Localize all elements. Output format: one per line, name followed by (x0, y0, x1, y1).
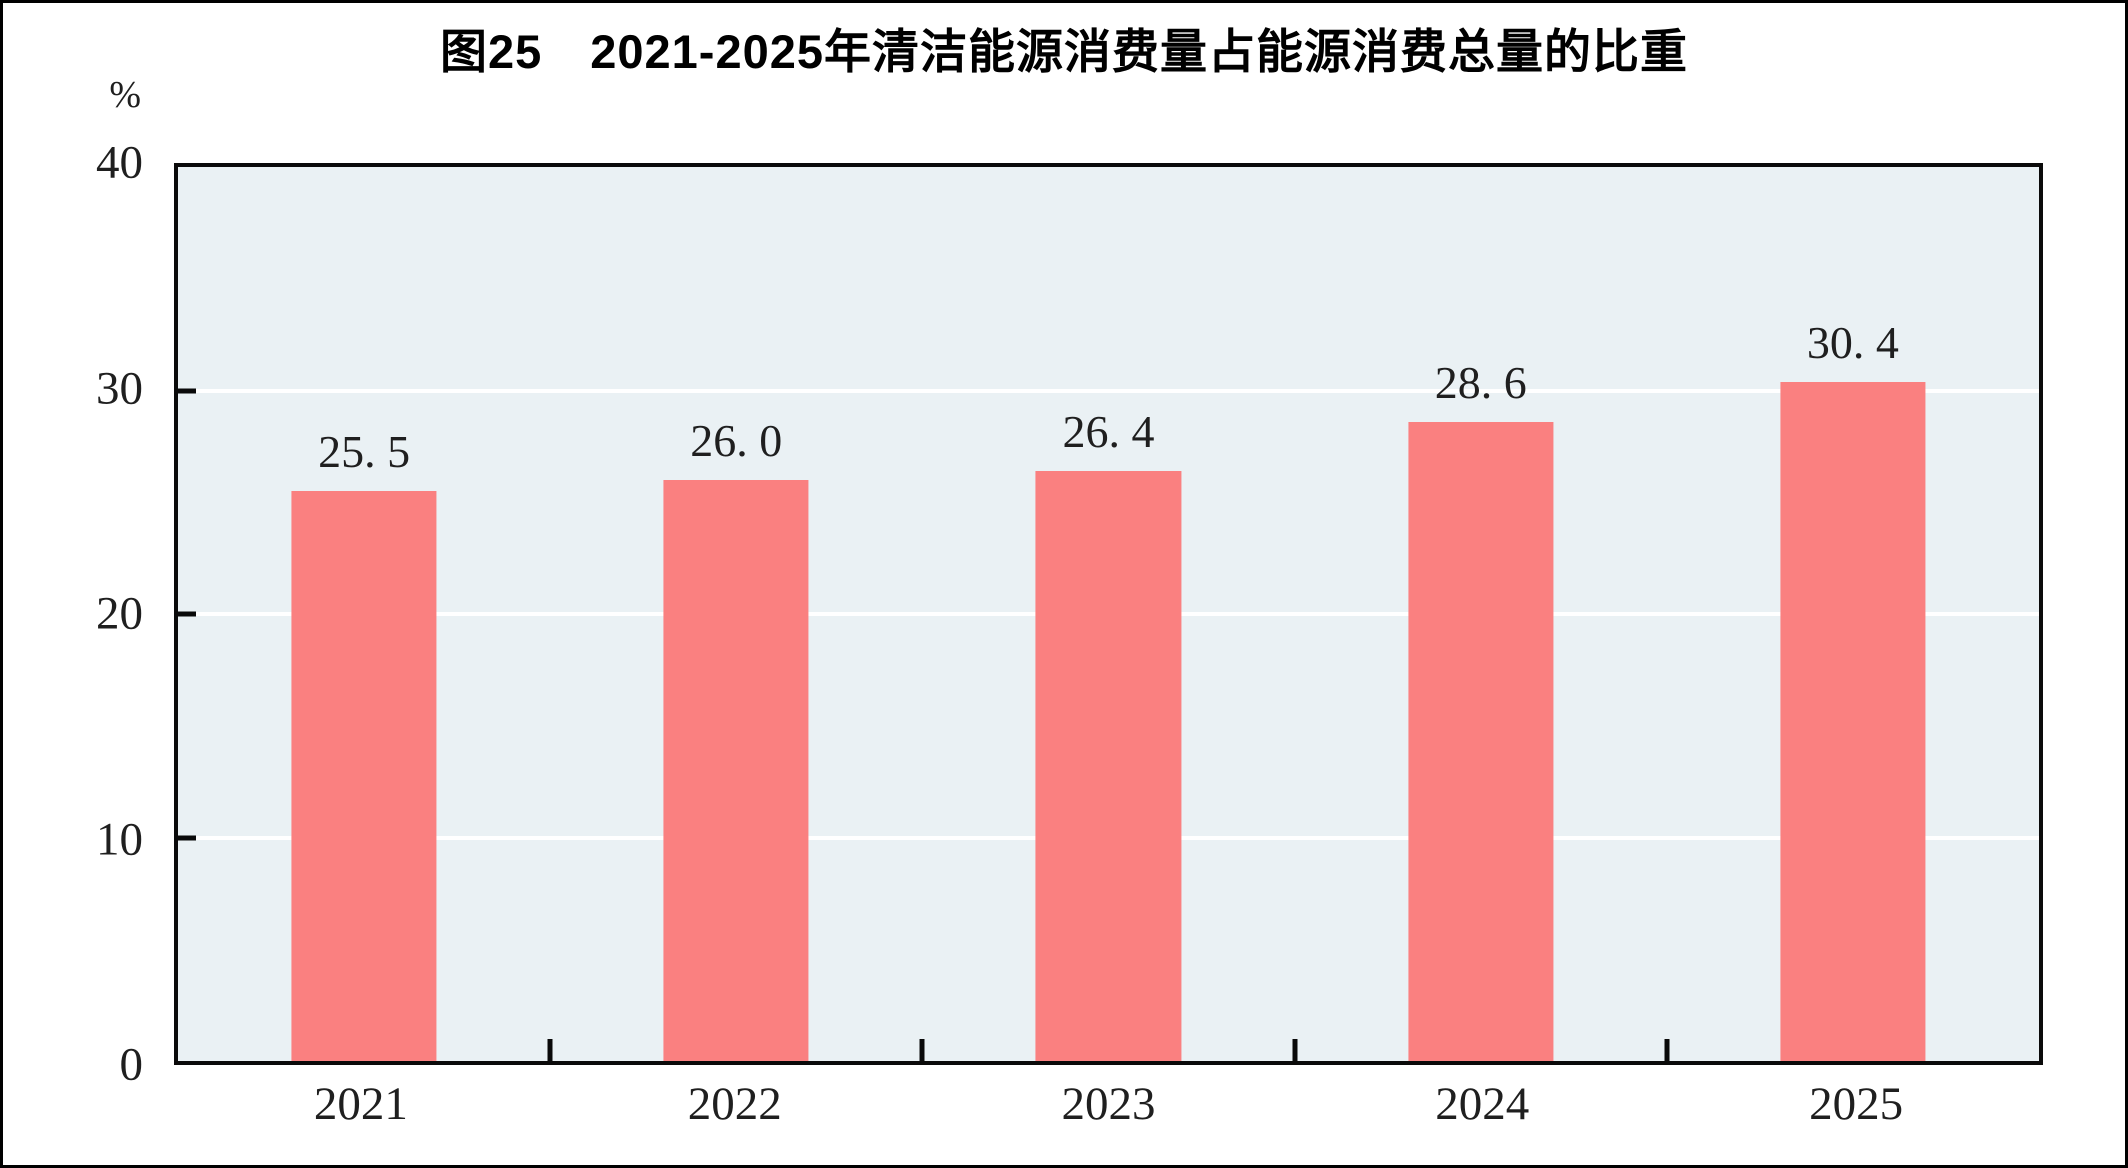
chart-title: 图25 2021-2025年清洁能源消费量占能源消费总量的比重 (439, 25, 1689, 78)
bar-2021 (291, 491, 437, 1061)
bar-value-label-2025: 30. 4 (1806, 316, 1899, 368)
x-axis-tick-boundary-1 (547, 1039, 553, 1061)
bar-2023 (1035, 470, 1182, 1061)
bar-2022 (663, 479, 809, 1061)
y-axis-tick-30 (178, 388, 196, 393)
y-axis-label-10: 10 (96, 813, 143, 865)
x-axis-label-2023: 2023 (1061, 1078, 1156, 1130)
bar-2024 (1408, 421, 1554, 1061)
gridline-30 (178, 388, 2039, 393)
y-axis-label-30: 30 (96, 362, 143, 414)
bar-group-2025: 30. 4 (1667, 167, 2039, 1061)
y-axis-label-0: 0 (119, 1038, 144, 1091)
bar-group-2022: 26. 0 (550, 167, 922, 1061)
bar-group-2024: 28. 6 (1295, 167, 1667, 1061)
y-axis-label-20: 20 (96, 587, 143, 640)
bar-value-label-2023: 26. 4 (1062, 405, 1155, 457)
x-axis-tick-boundary-2 (919, 1039, 925, 1061)
y-axis-label-40: 40 (96, 136, 143, 189)
x-axis-label-2024: 2024 (1435, 1078, 1530, 1130)
x-axis-label-2021: 2021 (313, 1078, 408, 1130)
bar-value-label-2024: 28. 6 (1434, 356, 1527, 408)
y-axis-unit-label: % (109, 74, 141, 116)
bar-group-2023: 26. 4 (922, 167, 1294, 1061)
y-axis-tick-labels: 40 30 20 10 0 (3, 139, 143, 1088)
x-axis-label-2025: 2025 (1809, 1078, 1904, 1130)
x-axis-tick-boundary-4 (1664, 1039, 1670, 1061)
bar-2025 (1780, 381, 1926, 1061)
bar-value-label-2021: 25. 5 (318, 426, 411, 478)
bar-group-2021: 25. 5 (178, 167, 550, 1061)
plot-area: 25. 5 26. 0 26. 4 28. 6 30. 4 (174, 163, 2043, 1065)
bar-value-label-2022: 26. 0 (690, 414, 783, 466)
x-axis-tick-boundary-3 (1292, 1039, 1298, 1061)
x-axis-label-2022: 2022 (687, 1078, 782, 1130)
x-axis-tick-labels: 2021 2022 2023 2024 2025 (174, 1081, 2043, 1151)
y-axis-tick-10 (178, 835, 196, 840)
y-axis-tick-20 (178, 611, 196, 617)
